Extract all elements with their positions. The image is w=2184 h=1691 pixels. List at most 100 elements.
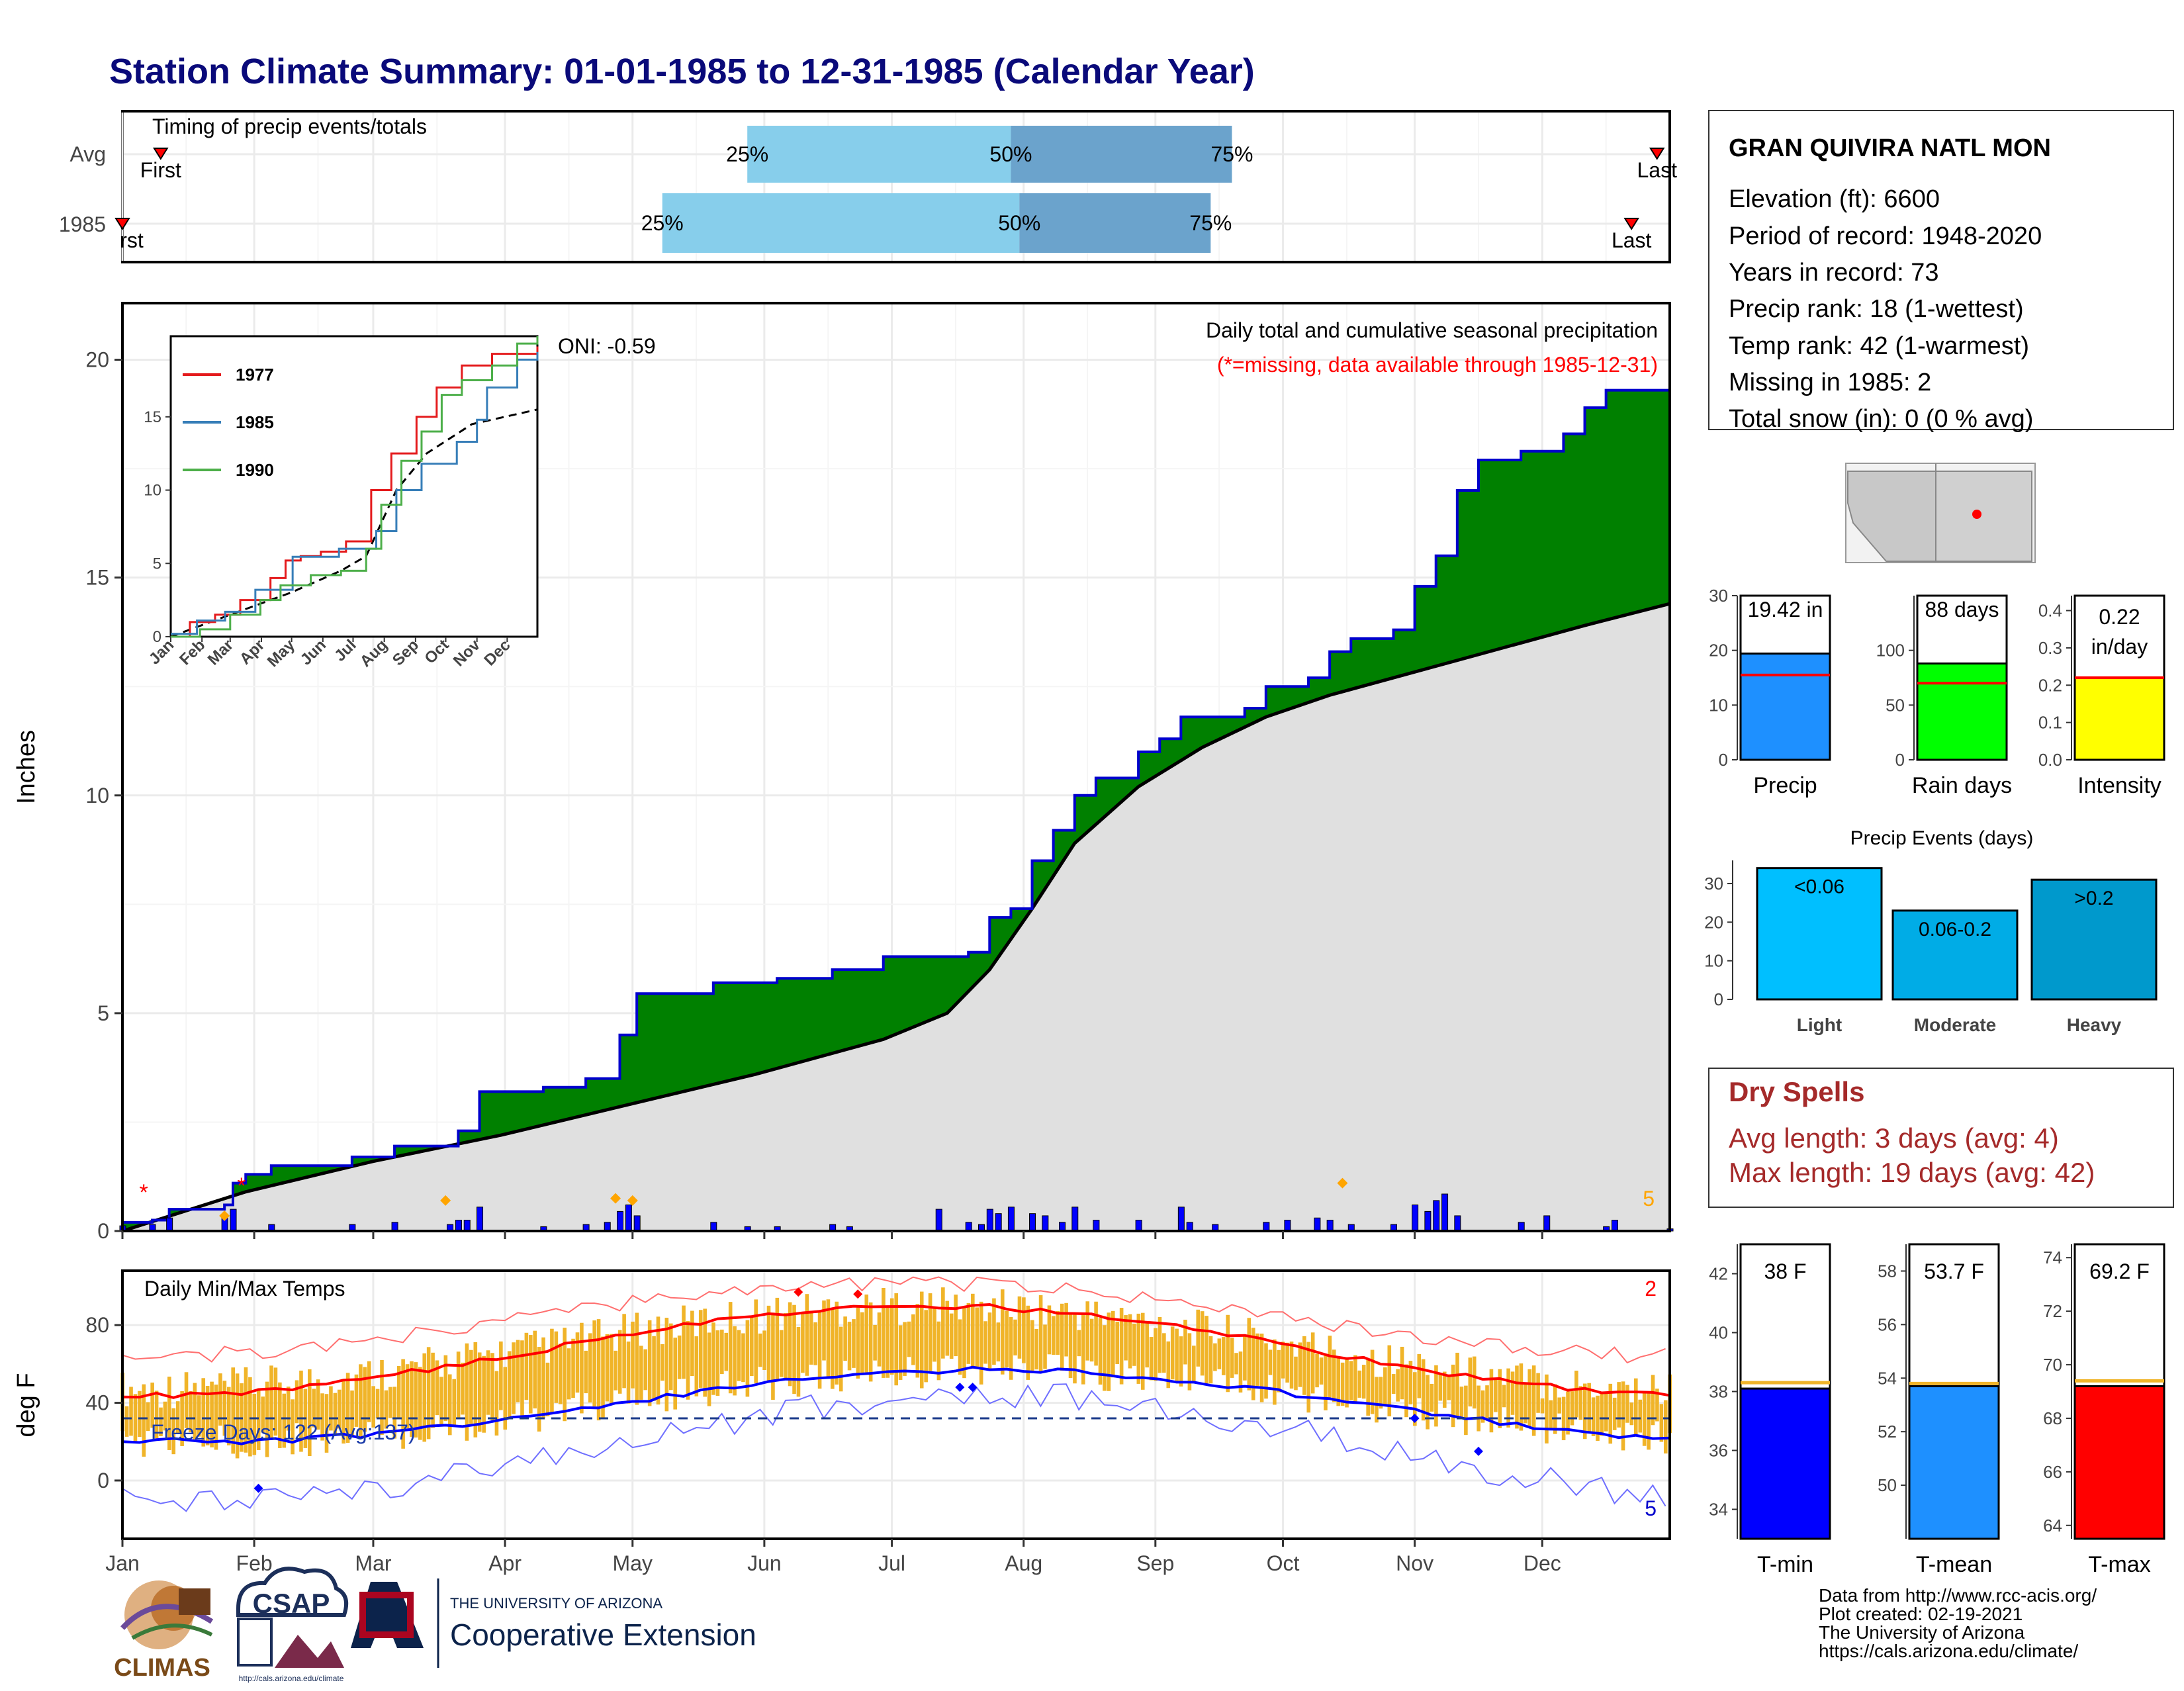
daily-temp-bar xyxy=(971,1293,975,1369)
daily-temp-bar xyxy=(218,1373,222,1426)
daily-temp-bar xyxy=(1192,1346,1196,1384)
new-mexico-shape xyxy=(1935,471,2032,562)
record-precip-marker xyxy=(627,1195,638,1206)
month-label: Jan xyxy=(105,1551,140,1575)
daily-temp-bar xyxy=(337,1389,341,1429)
daily-temp-bar xyxy=(762,1330,766,1371)
daily-temp-bar xyxy=(541,1337,545,1418)
daily-temp-bar xyxy=(617,1330,622,1394)
daily-temp-bar xyxy=(167,1376,171,1450)
timing-last-marker xyxy=(1623,218,1639,230)
daily-temp-bar xyxy=(614,1350,618,1391)
daily-temp-bar xyxy=(668,1323,673,1391)
daily-temp-bar xyxy=(410,1361,414,1437)
daily-temp-bar xyxy=(1625,1385,1629,1423)
station-elevation: Elevation (ft): 6600 xyxy=(1729,185,1940,213)
daily-temp-bar xyxy=(201,1378,206,1447)
daily-temp-bar xyxy=(631,1321,635,1389)
daily-temp-bar xyxy=(1379,1377,1383,1409)
daily-temp-bar xyxy=(1578,1386,1583,1420)
csap-url: http://cals.arizona.edu/climate xyxy=(239,1674,344,1683)
record-low-marker xyxy=(1410,1414,1420,1424)
mini-bar-label: Precip xyxy=(1753,773,1817,798)
daily-precip-bar xyxy=(1433,1200,1440,1232)
daily-temp-bar xyxy=(924,1310,928,1383)
month-label: Apr xyxy=(488,1551,522,1575)
record-high-marker xyxy=(794,1287,803,1297)
daily-temp-bar xyxy=(1442,1371,1447,1408)
daily-temp-bar xyxy=(1477,1385,1480,1432)
daily-precip-bar xyxy=(1042,1215,1049,1232)
daily-temp-bar xyxy=(673,1338,677,1410)
month-label: Jun xyxy=(747,1551,782,1575)
mini-ytick-label: 100 xyxy=(1876,641,1905,661)
daily-temp-bar xyxy=(694,1336,699,1396)
timing-first-label: rst xyxy=(120,228,144,252)
daily-temp-bar xyxy=(805,1294,809,1376)
tbar-ytick-label: 50 xyxy=(1878,1475,1897,1495)
daily-temp-bar xyxy=(401,1359,405,1449)
timing-first-marker xyxy=(114,218,130,230)
record-low-envelope xyxy=(122,1383,1666,1512)
station-period: Period of record: 1948-2020 xyxy=(1729,222,2042,250)
mini-ytick-label: 0.1 xyxy=(2038,713,2062,733)
daily-temp-bar xyxy=(1060,1303,1064,1371)
tbar-ytick-label: 74 xyxy=(2043,1248,2062,1267)
daily-temp-bar xyxy=(728,1302,733,1394)
daily-temp-bar xyxy=(1175,1328,1179,1383)
mini-bar-value-label: 88 days xyxy=(1925,598,1999,621)
daily-temp-bar xyxy=(189,1391,193,1433)
daily-temp-bar xyxy=(426,1347,431,1440)
daily-temp-bar xyxy=(363,1367,367,1432)
daily-temp-bar xyxy=(894,1293,898,1386)
daily-temp-bar xyxy=(1128,1314,1132,1369)
footer-credits: Data from http://www.rcc-acis.org/ Plot … xyxy=(1819,1585,2097,1661)
daily-temp-bar xyxy=(580,1322,584,1414)
daily-temp-bar xyxy=(1459,1387,1464,1417)
daily-temp-bar xyxy=(1472,1356,1477,1409)
daily-temp-bar xyxy=(1200,1311,1205,1376)
tbar-ytick-label: 56 xyxy=(1878,1314,1897,1334)
precip-ytick-label: 15 xyxy=(85,566,109,590)
events-bar-label: >0.2 xyxy=(2074,888,2113,909)
station-snow: Total snow (in): 0 (0 % avg) xyxy=(1729,405,2033,433)
daily-temp-bar xyxy=(214,1385,218,1450)
daily-temp-bar xyxy=(996,1322,1001,1362)
daily-temp-bar xyxy=(975,1307,979,1368)
daily-temp-bar xyxy=(1226,1314,1230,1393)
normal-max-line xyxy=(122,1303,1670,1399)
daily-temp-bar xyxy=(664,1318,669,1412)
daily-temp-bar xyxy=(494,1371,499,1436)
daily-temp-bar xyxy=(1608,1383,1613,1444)
precip-panel: * * 0 5 10 15 20 Daily total and cumulative s… xyxy=(13,302,1674,1243)
daily-temp-bar xyxy=(1068,1313,1073,1378)
daily-precip-bar xyxy=(1284,1220,1291,1232)
record-precip-marker xyxy=(219,1210,230,1221)
daily-temp-bar xyxy=(1408,1361,1413,1404)
tbar-label: T-max xyxy=(2088,1552,2150,1577)
daily-temp-bar xyxy=(1502,1385,1506,1408)
inset-legend-label: 1977 xyxy=(236,365,274,385)
summary-bar-charts: 0 10 20 30 19.42 in Precip 0 50 100 88 days Rain d… xyxy=(1709,586,2165,798)
tbar-value-label: 53.7 F xyxy=(1924,1259,1984,1283)
mini-bar-label: Rain days xyxy=(1912,773,2012,798)
oni-value: ONI: -0.59 xyxy=(558,334,656,358)
daily-temp-bar xyxy=(1298,1342,1302,1387)
daily-temp-bar xyxy=(1434,1365,1438,1427)
daily-temp-bar xyxy=(171,1408,176,1455)
daily-precip-bar xyxy=(1441,1193,1449,1232)
daily-precip-bar xyxy=(986,1209,993,1232)
cold-record-count: 5 xyxy=(1645,1496,1657,1520)
daily-temp-bar xyxy=(1030,1320,1034,1372)
daily-temp-bar xyxy=(248,1377,252,1457)
daily-temp-bar xyxy=(1591,1397,1596,1436)
daily-temp-bar xyxy=(1574,1370,1578,1418)
daily-temp-bar xyxy=(405,1364,410,1429)
tbar-ytick-label: 54 xyxy=(1878,1368,1897,1388)
month-label: Nov xyxy=(1396,1551,1433,1575)
mini-ytick-label: 50 xyxy=(1886,695,1905,715)
daily-temp-bar xyxy=(1166,1341,1171,1389)
daily-temp-bar xyxy=(371,1386,375,1428)
daily-temp-bar xyxy=(1094,1301,1098,1366)
